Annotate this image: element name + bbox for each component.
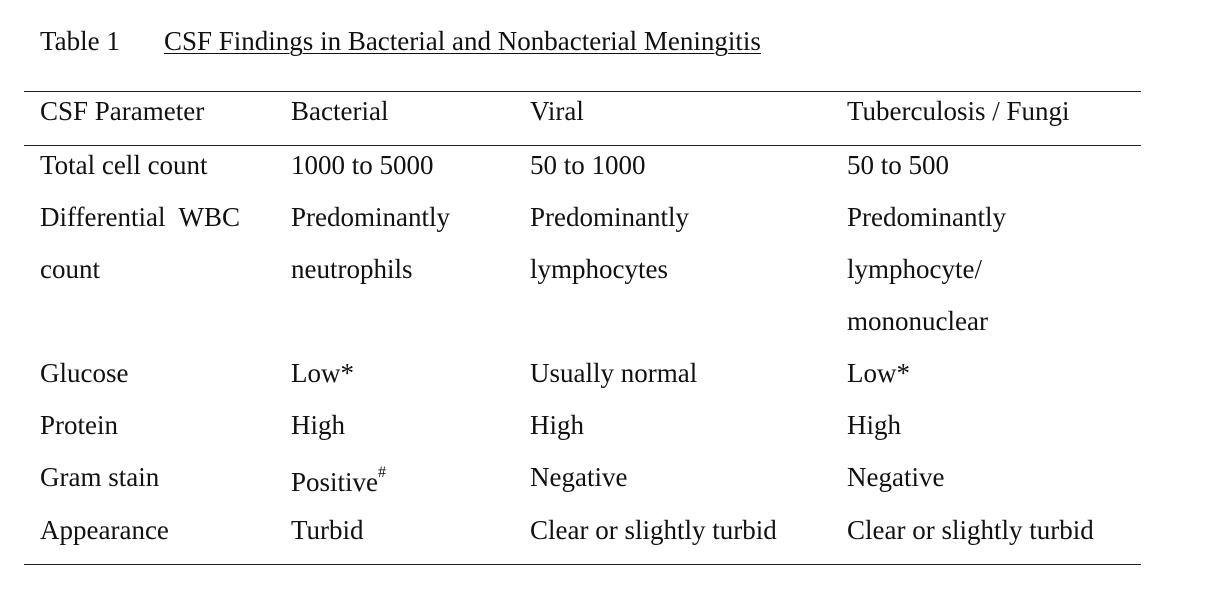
row-differential-parameter-line1: Differential WBC [40,202,240,232]
row-glucose-parameter: Glucose [40,358,129,388]
table-caption: Table 1 CSF Findings in Bacterial and Non… [40,24,761,58]
row-total-cell-count-tb-fungi: 50 to 500 [847,150,950,180]
row-total-cell-count-parameter: Total cell count [40,150,208,180]
row-differential-bacterial-line2: neutrophils [291,254,413,284]
row-gram-stain-bacterial: Positive# [291,451,386,508]
row-gram-stain-tb-fungi: Negative [847,462,945,492]
row-differential-tb-fungi-line3: mononuclear [847,306,988,336]
column-header-tb-fungi: Tuberculosis / Fungi [847,96,1070,126]
gram-stain-bacterial-value: Positive [291,467,379,497]
column-header-viral: Viral [530,96,584,126]
row-protein-tb-fungi: High [847,410,901,440]
row-appearance-viral: Clear or slightly turbid [530,515,777,545]
row-appearance-parameter: Appearance [40,515,169,545]
row-differential-bacterial-line1: Predominantly [291,202,450,232]
row-differential-tb-fungi-line1: Predominantly [847,202,1006,232]
row-total-cell-count-viral: 50 to 1000 [530,150,646,180]
row-glucose-tb-fungi: Low* [847,358,910,388]
row-appearance-bacterial: Turbid [291,515,364,545]
table-bottom-rule [24,564,1141,565]
column-header-parameter: CSF Parameter [40,96,205,126]
row-protein-parameter: Protein [40,410,118,440]
table-header-rule [24,145,1141,146]
row-glucose-bacterial: Low* [291,358,354,388]
table-title: CSF Findings in Bacterial and Nonbacteri… [164,26,761,56]
row-appearance-tb-fungi: Clear or slightly turbid [847,515,1094,545]
row-total-cell-count-bacterial: 1000 to 5000 [291,150,434,180]
row-gram-stain-parameter: Gram stain [40,462,160,492]
table-top-rule [24,91,1141,92]
row-gram-stain-viral: Negative [530,462,628,492]
row-differential-viral-line2: lymphocytes [530,254,668,284]
table-number: Table 1 [40,26,120,56]
row-differential-parameter-line2: count [40,254,100,284]
column-header-bacterial: Bacterial [291,96,389,126]
row-protein-viral: High [530,410,584,440]
row-differential-tb-fungi-line2: lymphocyte/ [847,254,982,284]
row-differential-viral-line1: Predominantly [530,202,689,232]
row-protein-bacterial: High [291,410,345,440]
footnote-mark: # [378,464,387,481]
row-glucose-viral: Usually normal [530,358,698,388]
